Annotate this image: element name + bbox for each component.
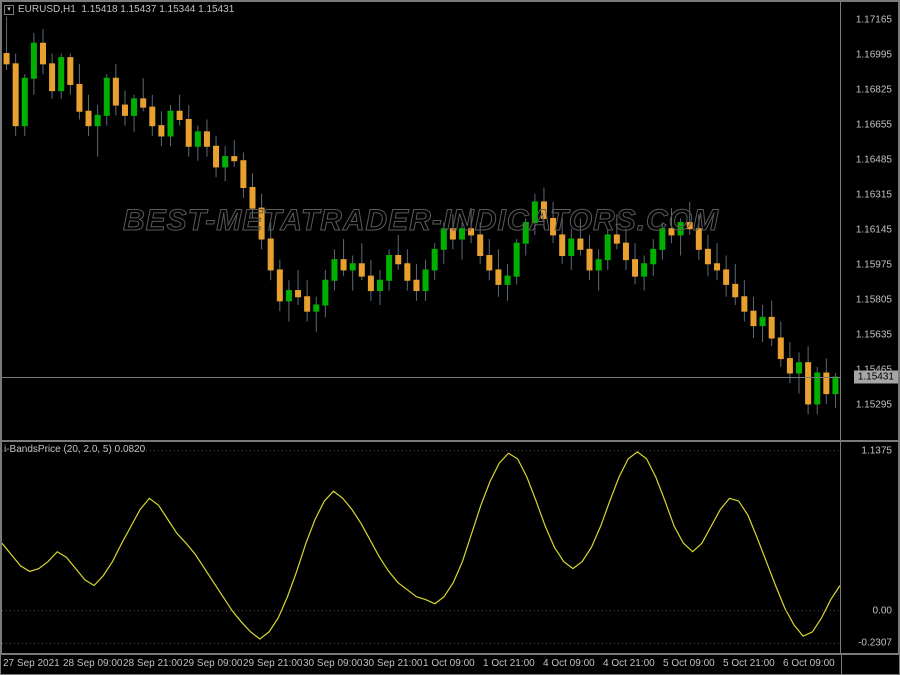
- candlestick-chart: [2, 2, 840, 440]
- indicator-panel[interactable]: i-BandsPrice (20, 2.0, 5) 0.0820 1.13750…: [1, 441, 899, 654]
- indicator-y-axis: 1.13750.00-0.2307: [840, 442, 898, 653]
- chevron-down-icon[interactable]: ▾: [4, 5, 14, 15]
- current-price-badge: 1.15431: [854, 370, 898, 383]
- current-price-line: [2, 377, 840, 378]
- price-y-axis: 1.15431 1.171651.169951.168251.166551.16…: [840, 2, 898, 440]
- price-chart-panel[interactable]: ▾ EURUSD,H1 1.15418 1.15437 1.15344 1.15…: [1, 1, 899, 441]
- indicator-line-chart: [2, 442, 840, 653]
- chart-symbol-label: EURUSD,H1 1.15418 1.15437 1.15344 1.1543…: [18, 4, 234, 15]
- time-x-axis: 27 Sep 202128 Sep 09:0028 Sep 21:0029 Se…: [1, 654, 899, 674]
- indicator-label: i-BandsPrice (20, 2.0, 5) 0.0820: [4, 444, 145, 455]
